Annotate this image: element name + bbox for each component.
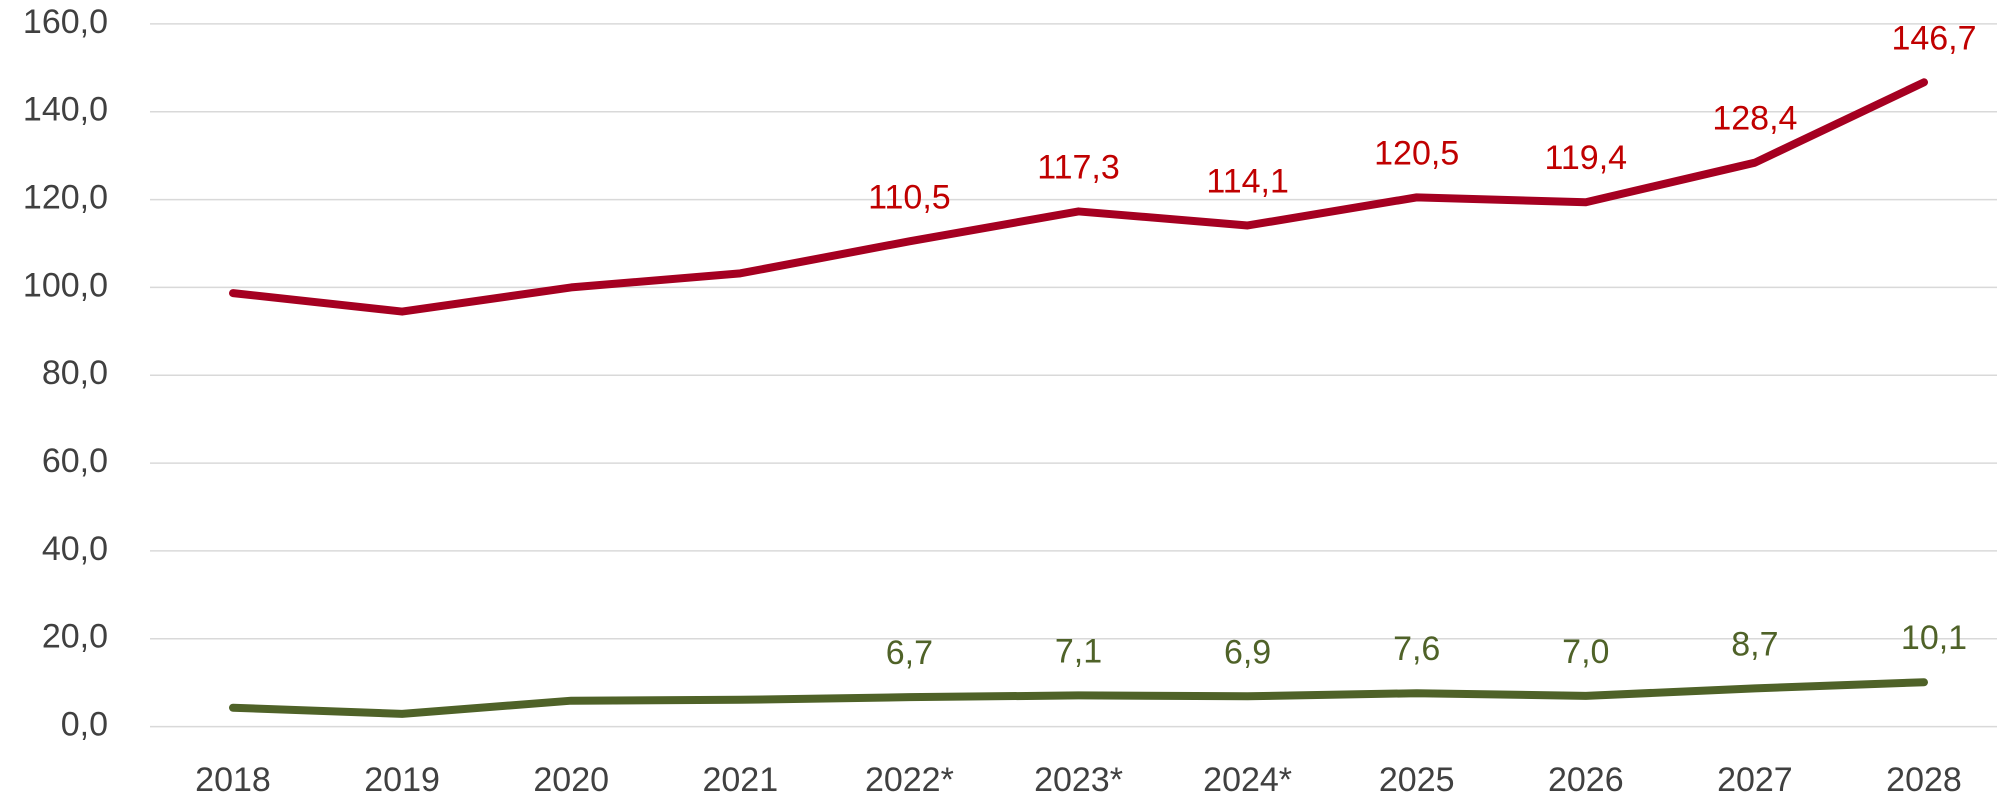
data-label: 7,6 (1393, 630, 1440, 668)
x-tick-label: 2020 (533, 761, 609, 799)
y-tick-label: 140,0 (23, 91, 108, 129)
data-label: 10,1 (1901, 619, 1967, 657)
data-label: 8,7 (1731, 625, 1778, 663)
series-line (229, 678, 1928, 718)
series-line (229, 78, 1928, 316)
data-label: 146,7 (1891, 19, 1976, 57)
x-tick-label: 2018 (195, 761, 271, 799)
y-tick-label: 40,0 (42, 530, 108, 568)
data-label: 119,4 (1545, 139, 1628, 177)
y-tick-label: 120,0 (23, 179, 108, 217)
y-tick-label: 20,0 (42, 618, 108, 656)
x-tick-label: 2028 (1886, 761, 1962, 799)
data-label: 6,9 (1224, 633, 1271, 671)
x-tick-label: 2027 (1717, 761, 1793, 799)
x-tick-label: 2026 (1548, 761, 1624, 799)
data-label: 117,3 (1037, 148, 1120, 186)
data-label: 128,4 (1712, 100, 1797, 138)
x-tick-label: 2022* (865, 761, 954, 799)
y-tick-label: 80,0 (42, 354, 108, 392)
y-tick-label: 100,0 (23, 266, 108, 304)
data-label: 7,1 (1055, 632, 1102, 670)
y-tick-label: 60,0 (42, 442, 108, 480)
x-tick-label: 2024* (1203, 761, 1292, 799)
data-label: 120,5 (1374, 134, 1459, 172)
y-tick-label: 160,0 (23, 3, 108, 41)
x-tick-label: 2021 (702, 761, 778, 799)
data-label: 7,0 (1562, 633, 1609, 671)
y-tick-label: 0,0 (61, 706, 108, 744)
x-tick-label: 2019 (364, 761, 440, 799)
data-label: 6,7 (886, 634, 933, 672)
data-label: 114,1 (1206, 162, 1289, 200)
x-tick-label: 2023* (1034, 761, 1123, 799)
x-tick-label: 2025 (1379, 761, 1455, 799)
data-label: 110,5 (868, 178, 951, 216)
